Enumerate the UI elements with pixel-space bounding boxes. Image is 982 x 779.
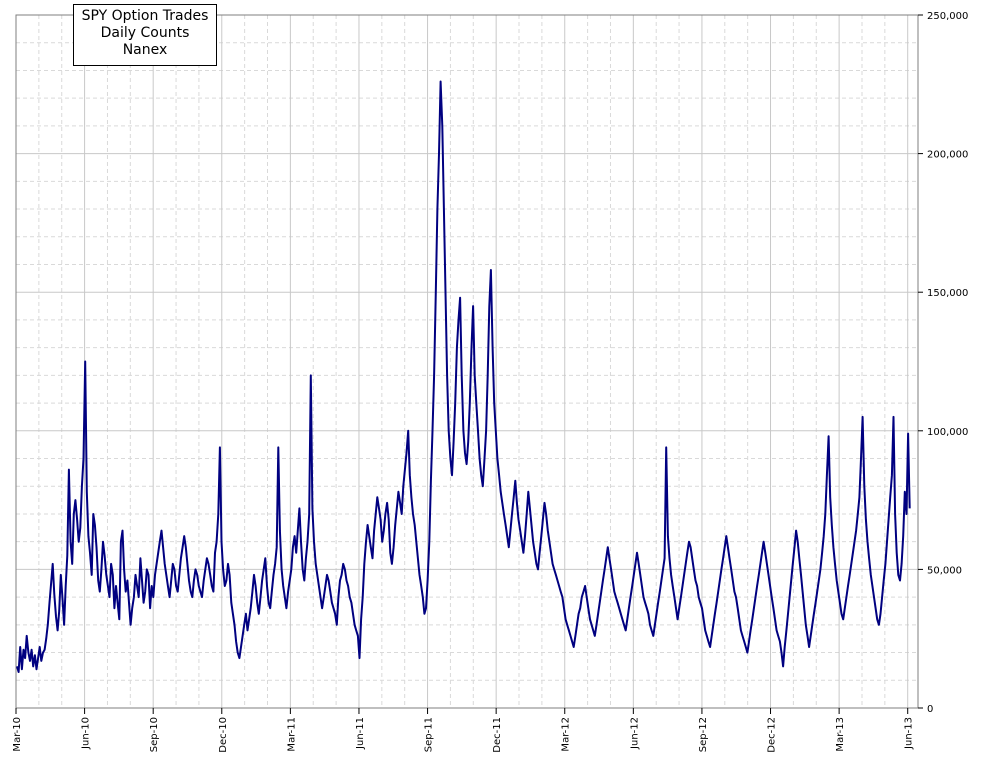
minor-gridlines xyxy=(16,15,918,708)
plot-area-border xyxy=(15,14,919,709)
x-tick-label: Sep-11 xyxy=(424,717,435,752)
y-tick-label: 200,000 xyxy=(927,150,968,161)
x-tick-label: Dec-11 xyxy=(492,717,503,753)
x-tick-label: Sep-12 xyxy=(698,717,709,752)
y-axis: 0 50,000 100,000 150,000 200,000 250,000 xyxy=(918,11,968,715)
x-tick-label: Jun-11 xyxy=(355,717,366,750)
y-tick-label: 100,000 xyxy=(927,427,968,438)
x-tick-label: Mar-11 xyxy=(286,717,297,752)
x-axis: Mar-10 Jun-10 Sep-10 Dec-10 Mar-11 Jun-11 Sep-… xyxy=(12,708,915,753)
chart-title-box: SPY Option Trades Daily Counts Nanex xyxy=(73,4,217,66)
x-tick-label: Mar-13 xyxy=(835,717,846,752)
series-line xyxy=(16,80,911,673)
x-tick-label: Dec-10 xyxy=(218,717,229,753)
chart-title-line-3: Nanex xyxy=(122,42,168,58)
x-tick-label: Jun-10 xyxy=(81,717,92,750)
x-tick-label: Jun-12 xyxy=(629,717,640,750)
x-tick-label: Mar-10 xyxy=(12,717,23,752)
y-tick-label: 250,000 xyxy=(927,11,968,22)
chart-title-line-1: SPY Option Trades xyxy=(81,8,209,24)
x-tick-label: Mar-12 xyxy=(561,717,572,752)
y-tick-label: 0 xyxy=(927,704,933,715)
x-tick-label: Jun-13 xyxy=(904,717,915,750)
x-tick-label: Dec-12 xyxy=(767,717,778,753)
x-tick-label: Sep-10 xyxy=(149,717,160,752)
y-tick-label: 50,000 xyxy=(927,565,962,576)
chart-title-line-2: Daily Counts xyxy=(100,25,190,41)
y-tick-label: 150,000 xyxy=(927,288,968,299)
